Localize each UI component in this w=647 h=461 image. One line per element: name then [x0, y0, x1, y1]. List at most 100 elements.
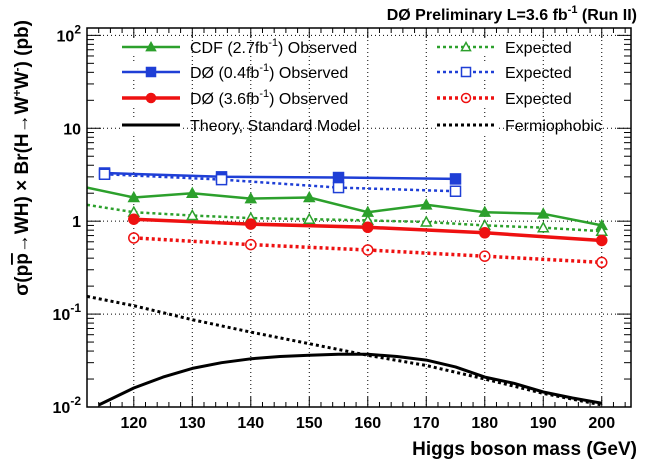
legend-label-suffix: ) Observed	[269, 91, 348, 108]
legend-label-2: DØ (0.4fb-1) Observed	[190, 62, 348, 82]
circle-marker	[245, 218, 257, 230]
chart-title-suffix: (Run II)	[577, 7, 637, 24]
legend-label-sup: -1	[259, 62, 269, 74]
y-tick-base: 1	[72, 214, 81, 231]
x-tick-label: 200	[588, 415, 615, 432]
triangle-marker	[536, 221, 550, 233]
y-tick-label: 10	[63, 121, 81, 138]
legend-label-4: DØ (3.6fb-1) Observed	[190, 88, 348, 108]
y-tick-label: 1	[72, 214, 81, 231]
legend-label-text: Expected	[505, 40, 572, 57]
plot-frame	[86, 27, 632, 408]
legend-label-text: DØ (0.4fb	[190, 65, 259, 82]
y-tick-label: 102	[57, 22, 82, 45]
x-tick-label: 170	[413, 415, 440, 432]
circle-marker-dot	[600, 261, 604, 264]
y-label-sup-minus: -	[10, 67, 24, 71]
x-tick-label: 150	[296, 415, 323, 432]
series-line-1	[87, 203, 602, 233]
square-marker	[215, 173, 228, 186]
square-marker	[98, 168, 111, 180]
circle-marker-dot	[464, 96, 468, 100]
series-line-3	[104, 172, 456, 193]
y-label-sup-plus: +	[10, 89, 24, 96]
circle-marker-dot	[483, 254, 487, 258]
series-line-0	[87, 186, 603, 227]
legend-label-0: CDF (2.7fb-1) Observed	[190, 37, 357, 57]
triangle-marker	[145, 40, 157, 52]
triangle-marker	[478, 205, 492, 217]
square-marker	[332, 181, 345, 194]
triangle-marker	[186, 186, 199, 198]
triangle-marker	[419, 215, 433, 227]
legend-label-suffix: ) Observed	[269, 65, 348, 82]
y-label-part-1: σ(p	[12, 265, 33, 296]
circle-marker-dot	[249, 243, 253, 246]
y-tick-base: 10	[63, 121, 81, 138]
legend-label-text: DØ (3.6fb	[190, 91, 259, 108]
legend-label-5: Expected	[505, 91, 572, 108]
circle-marker-dot	[132, 236, 136, 240]
axis-ticks: 120 130 140 150 160 170 180 190 20010-210-111010…	[53, 22, 631, 432]
y-tick-exp: 2	[74, 22, 81, 36]
x-tick-label: 160	[354, 415, 381, 432]
triangle-marker	[419, 198, 433, 210]
triangle-marker	[536, 207, 550, 219]
legend-label-text: Theory, Standard Model	[190, 118, 360, 135]
triangle-marker	[460, 40, 472, 52]
y-label-part-3: ) (pb)	[12, 20, 33, 67]
square-marker	[460, 66, 472, 78]
circle-marker	[479, 227, 491, 239]
y-tick-base: 10	[57, 28, 75, 45]
y-tick-base: 10	[53, 400, 71, 417]
y-axis-label: σ(pp→WH) × Br(H→W+W-) (pb)	[10, 20, 33, 296]
y-tick-exp: -1	[70, 301, 81, 315]
circle-marker	[596, 234, 608, 247]
legend-label-suffix: ) Observed	[278, 40, 357, 57]
triangle-marker	[303, 190, 316, 203]
legend-label-text: CDF (2.7fb	[190, 40, 268, 57]
x-tick-label: 140	[237, 415, 264, 432]
y-tick-base: 10	[53, 307, 71, 324]
y-label-part-pbar: p	[12, 253, 33, 265]
series-line-6	[98, 352, 603, 407]
y-tick-label: 10-1	[53, 301, 82, 324]
series-markers	[98, 167, 609, 269]
triangle-marker	[303, 212, 316, 224]
y-tick-exp: -2	[70, 394, 81, 408]
x-tick-label: 180	[471, 415, 498, 432]
legend-label-text: Expected	[505, 91, 572, 108]
legend-label-text: Fermiophobic	[505, 118, 602, 135]
square-marker	[332, 171, 345, 184]
legend-label-1: Expected	[505, 40, 572, 57]
y-label-part-w: W	[12, 71, 33, 89]
legend-label-sup: -1	[268, 37, 278, 49]
y-label-part-2: →WH) × Br(H→W	[12, 96, 33, 253]
x-tick-label: 130	[179, 415, 206, 432]
series-line-2	[104, 171, 456, 181]
legend-label-text: Expected	[505, 65, 572, 82]
circle-marker	[145, 92, 157, 104]
legend-label-3: Expected	[505, 65, 572, 82]
x-axis-label: Higgs boson mass (GeV)	[412, 439, 637, 460]
triangle-marker	[244, 192, 258, 204]
legend-label-sup: -1	[259, 88, 269, 100]
square-marker	[449, 185, 462, 197]
y-tick-label: 10-2	[53, 394, 82, 417]
circle-marker	[128, 213, 140, 225]
chart-title-sup: -1	[568, 4, 578, 16]
square-marker	[145, 66, 157, 78]
circle-marker	[362, 221, 374, 234]
legend-label-7: Fermiophobic	[505, 118, 602, 135]
legend-swatch-bg	[436, 117, 496, 133]
chart-title-main: DØ Preliminary L=3.6 fb	[387, 7, 568, 24]
circle-marker-dot	[366, 248, 370, 252]
triangle-marker	[186, 208, 199, 221]
triangle-marker	[127, 190, 141, 203]
x-tick-label: 120	[120, 415, 147, 432]
square-marker	[449, 173, 462, 185]
legend-label-6: Theory, Standard Model	[190, 118, 360, 135]
chart-title: DØ Preliminary L=3.6 fb-1 (Run II)	[387, 4, 637, 24]
